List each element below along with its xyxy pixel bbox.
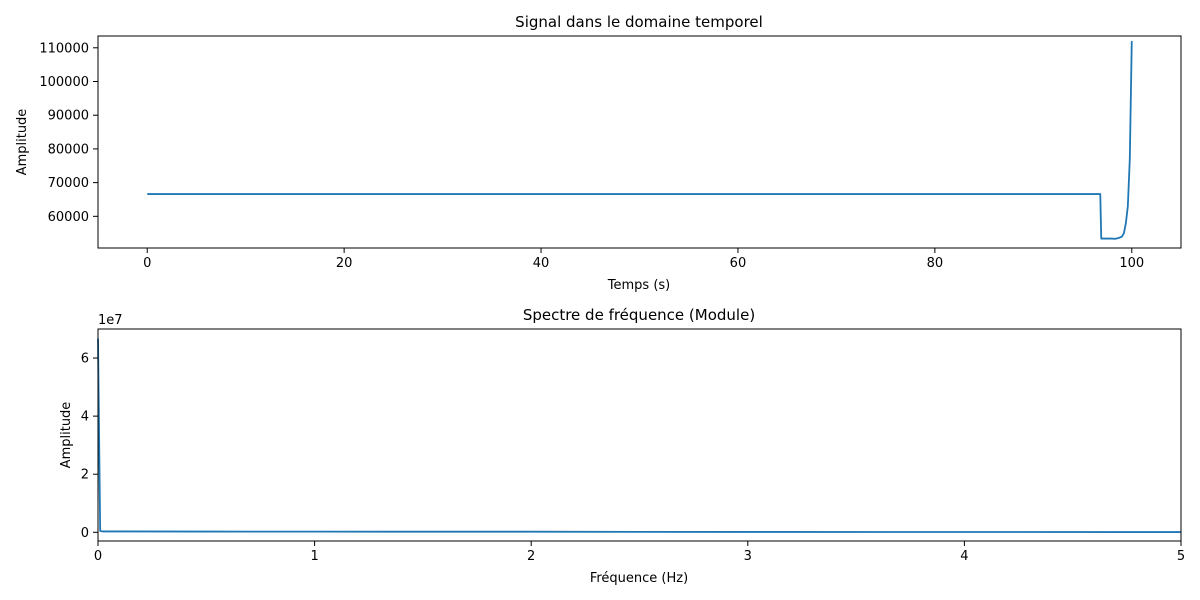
x-axis-label: Temps (s) xyxy=(607,278,670,293)
y-tick-label: 6 xyxy=(81,352,89,367)
x-tick-label: 1 xyxy=(310,549,318,564)
x-tick-label: 0 xyxy=(94,549,102,564)
ticks-group: 0 1 2 3 4 5 0 2 4 6 xyxy=(81,352,1185,564)
x-tick-label: 5 xyxy=(1177,549,1185,564)
x-tick-label: 20 xyxy=(336,256,353,271)
ticks-group: 0 20 40 60 80 100 60000 70000 80000 90000 100000 11… xyxy=(39,41,1144,271)
x-tick-label: 4 xyxy=(960,549,968,564)
plot-frame xyxy=(97,328,1182,542)
x-tick-label: 60 xyxy=(730,256,747,271)
chart-title: Spectre de fréquence (Module) xyxy=(523,306,755,324)
plot-area xyxy=(147,41,1133,240)
y-tick-label: 4 xyxy=(81,410,89,425)
x-tick-label: 3 xyxy=(744,549,752,564)
series-line xyxy=(147,41,1133,240)
frequency-spectrum-chart: Spectre de fréquence (Module) Fréquence … xyxy=(59,306,1185,586)
series-line xyxy=(97,338,1182,533)
y-tick-label: 0 xyxy=(81,526,89,541)
y-axis-label: Amplitude xyxy=(15,109,30,176)
y-tick-label: 70000 xyxy=(48,176,89,191)
time-domain-chart: Signal dans le domaine temporel Temps (s… xyxy=(15,13,1182,293)
y-tick-label: 60000 xyxy=(48,210,89,225)
y-tick-label: 100000 xyxy=(39,75,89,90)
x-tick-label: 80 xyxy=(927,256,944,271)
y-tick-label: 80000 xyxy=(48,142,89,157)
plot-frame xyxy=(97,35,1182,249)
y-offset-text: 1e7 xyxy=(98,313,123,328)
y-tick-label: 2 xyxy=(81,468,89,483)
x-axis-label: Fréquence (Hz) xyxy=(590,571,688,586)
y-axis-label: Amplitude xyxy=(59,402,74,469)
x-tick-label: 2 xyxy=(527,549,535,564)
x-tick-label: 0 xyxy=(143,256,151,271)
x-tick-label: 40 xyxy=(533,256,550,271)
x-tick-label: 100 xyxy=(1119,256,1144,271)
y-tick-label: 90000 xyxy=(48,109,89,124)
chart-title: Signal dans le domaine temporel xyxy=(515,13,763,31)
plot-area xyxy=(97,338,1182,533)
y-tick-label: 110000 xyxy=(39,41,89,56)
